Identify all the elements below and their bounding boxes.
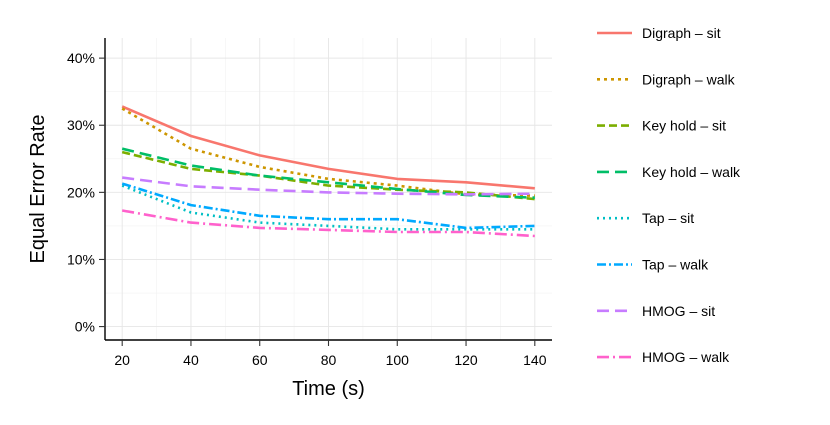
x-axis-title: Time (s) bbox=[292, 378, 365, 400]
legend-label: Tap – sit bbox=[642, 210, 694, 226]
x-tick-label: 40 bbox=[183, 352, 199, 368]
x-tick-label: 100 bbox=[386, 352, 410, 368]
x-tick-label: 80 bbox=[321, 352, 337, 368]
legend-item: Key hold – walk bbox=[597, 164, 741, 180]
x-tick-label: 120 bbox=[454, 352, 478, 368]
x-tick-label: 60 bbox=[252, 352, 268, 368]
legend-item: Tap – sit bbox=[597, 210, 694, 226]
x-tick-label: 140 bbox=[523, 352, 547, 368]
legend-item: HMOG – walk bbox=[597, 349, 730, 365]
legend-item: Key hold – sit bbox=[597, 118, 726, 134]
legend-item: Digraph – sit bbox=[597, 25, 721, 41]
legend-label: Key hold – sit bbox=[642, 118, 726, 134]
series-line-5 bbox=[121, 182, 535, 230]
legend-item: HMOG – sit bbox=[597, 303, 715, 319]
y-tick-label: 20% bbox=[67, 184, 95, 200]
legend-item: Digraph – walk bbox=[597, 71, 736, 87]
legend-label: Tap – walk bbox=[642, 257, 709, 273]
legend-label: Key hold – walk bbox=[642, 164, 741, 180]
series-line-4 bbox=[121, 184, 535, 231]
series-line-2 bbox=[121, 150, 535, 201]
x-tick-label: 20 bbox=[114, 352, 130, 368]
grid bbox=[105, 38, 552, 340]
series-line-7 bbox=[121, 209, 535, 238]
series-line-0 bbox=[121, 105, 535, 190]
axes: 0% 10% 20% 30% 40% 20 40 60 80 100 120 140 Time (s) E… bbox=[27, 38, 552, 400]
legend-label: HMOG – walk bbox=[642, 349, 730, 365]
series-line-6 bbox=[122, 176, 535, 196]
legend-label: Digraph – walk bbox=[642, 71, 736, 87]
legend-label: Digraph – sit bbox=[642, 25, 721, 41]
series-lines bbox=[121, 105, 535, 238]
y-tick-label: 30% bbox=[67, 117, 95, 133]
legend-item: Tap – walk bbox=[597, 257, 709, 273]
legend-label: HMOG – sit bbox=[642, 303, 715, 319]
y-tick-label: 0% bbox=[75, 319, 95, 335]
y-tick-label: 10% bbox=[67, 251, 95, 267]
legend: Digraph – sit Digraph – walk Key hold – si… bbox=[597, 25, 741, 365]
y-tick-label: 40% bbox=[67, 50, 95, 66]
y-axis-title: Equal Error Rate bbox=[27, 115, 49, 264]
